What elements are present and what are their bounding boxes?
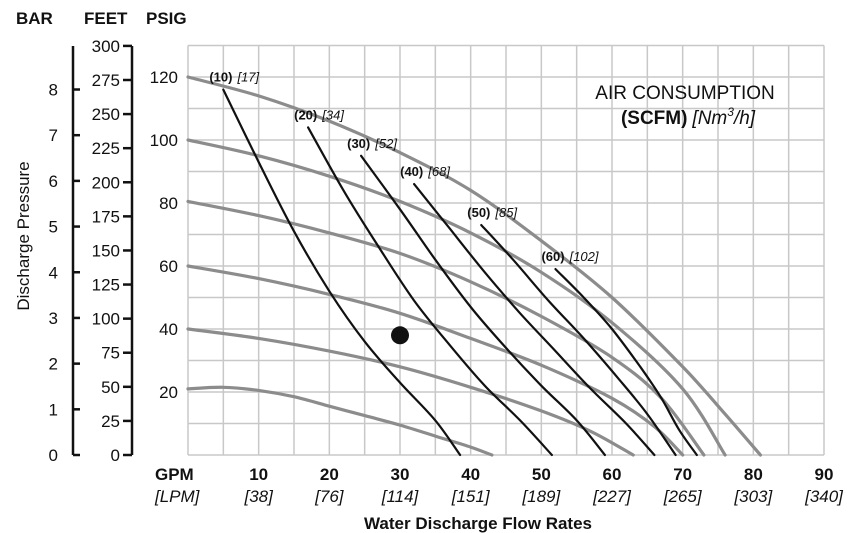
legend-superscript: 3 (727, 105, 734, 119)
air-label-scfm: (10) (209, 70, 232, 85)
y-axis-label: Discharge Pressure (14, 161, 33, 310)
air-consumption-legend: AIR CONSUMPTION (SCFM) [Nm3/h] (595, 83, 774, 129)
air-consumption-labels: (10) [17] (20) [34](30) [52](40) [68] (50) [85]… (209, 70, 599, 265)
psig-tick-label: 40 (159, 320, 178, 339)
air-label-scfm: (20) (294, 107, 317, 122)
y-scales: BAR FEET PSIG (16, 9, 187, 457)
x-tick-gpm: 70 (673, 465, 692, 484)
feet-tick-label: 75 (101, 344, 120, 363)
psig-scale-header: PSIG (146, 9, 187, 28)
feet-tick-label: 125 (92, 276, 120, 295)
feet-tick-label: 275 (92, 71, 120, 90)
air-curve-label-10: (10) [17] (209, 70, 259, 85)
air-curve-30 (360, 154, 606, 457)
psig-tick-label: 60 (159, 257, 178, 276)
air-curve-60 (554, 268, 698, 457)
feet-tick-label: 200 (92, 173, 120, 192)
x-tick-gpm: 40 (461, 465, 480, 484)
air-curve-label-20: (20) [34] (294, 107, 344, 122)
legend-title: AIR CONSUMPTION (595, 83, 774, 104)
bar-tick-label: 5 (49, 218, 58, 237)
air-label-metric: [68] (427, 164, 450, 179)
air-curve-label-60: (60) [102] (541, 249, 598, 264)
air-curve-label-50: (50) [85] (467, 205, 517, 220)
air-label-metric: [17] (236, 70, 259, 85)
psig-tick-label: 80 (159, 194, 178, 213)
x-unit-lpm: [LPM] (154, 487, 201, 506)
air-curve-label-30: (30) [52] (347, 136, 397, 151)
operating-point-marker (391, 326, 409, 345)
x-tick-lpm: [114] (381, 487, 420, 506)
feet-tick-label: 150 (92, 241, 120, 260)
x-tick-gpm: 90 (815, 465, 834, 484)
x-tick-gpm: 80 (744, 465, 763, 484)
air-curve-50 (480, 224, 677, 457)
feet-scale-header: FEET (84, 9, 128, 28)
air-label-metric: [52] (374, 136, 397, 151)
x-tick-lpm: [340] (804, 487, 844, 506)
feet-tick-label: 50 (101, 378, 120, 397)
air-label-metric: [85] (494, 205, 517, 220)
x-tick-gpm: 60 (603, 465, 622, 484)
x-tick-lpm: [151] (451, 487, 491, 506)
performance-curve-20 (186, 385, 494, 457)
bar-tick-label: 2 (49, 355, 58, 374)
air-label-scfm: (50) (467, 205, 490, 220)
air-label-scfm: (30) (347, 136, 370, 151)
x-tick-lpm: [76] (314, 487, 345, 506)
bar-tick-label: 4 (49, 263, 58, 282)
psig-tick-label: 120 (150, 68, 178, 87)
x-tick-lpm: [38] (243, 487, 274, 506)
bar-tick-label: 3 (49, 309, 58, 328)
air-consumption-curves (222, 88, 698, 457)
performance-curve-80 (186, 199, 706, 457)
performance-curve-60 (186, 264, 685, 457)
feet-tick-label: 250 (92, 105, 120, 124)
legend-nm: [Nm (691, 108, 727, 129)
air-label-scfm: (60) (541, 249, 564, 264)
feet-tick-label: 25 (101, 412, 120, 431)
air-label-scfm: (40) (400, 164, 423, 179)
x-tick-gpm: 20 (320, 465, 339, 484)
bar-tick-label: 0 (49, 446, 58, 465)
bar-tick-label: 1 (49, 400, 58, 419)
legend-scfm: (SCFM) (621, 108, 687, 129)
feet-tick-label: 0 (111, 446, 120, 465)
bar-scale-header: BAR (16, 9, 53, 28)
feet-tick-label: 300 (92, 37, 120, 56)
psig-tick-label: 100 (150, 131, 178, 150)
x-unit-gpm: GPM (155, 465, 194, 484)
x-tick-labels: GPM [LPM] 10 [38] 20 [76] 30 [114] 40 [151] 50 [1… (154, 465, 844, 506)
air-curve-10 (222, 88, 462, 457)
air-label-metric: [34] (321, 107, 344, 122)
x-tick-lpm: [303] (733, 487, 773, 506)
x-tick-gpm: 30 (391, 465, 410, 484)
air-label-metric: [102] (569, 249, 599, 264)
performance-curve-120 (186, 75, 762, 457)
x-tick-lpm: [189] (521, 487, 561, 506)
air-curve-label-40: (40) [68] (400, 164, 450, 179)
bar-tick-label: 8 (49, 81, 58, 100)
bar-tick-label: 6 (49, 172, 58, 191)
performance-curve-100 (186, 138, 727, 457)
x-tick-lpm: [227] (592, 487, 632, 506)
feet-tick-label: 225 (92, 139, 120, 158)
x-tick-lpm: [265] (663, 487, 703, 506)
feet-tick-label: 100 (92, 310, 120, 329)
air-curve-20 (307, 126, 553, 457)
x-tick-gpm: 50 (532, 465, 551, 484)
legend-units: (SCFM) [Nm3/h] (621, 105, 756, 129)
feet-tick-label: 175 (92, 207, 120, 226)
y-tick-labels: 0123456780255075100125150175200225250275… (49, 37, 178, 465)
x-axis-label: Water Discharge Flow Rates (364, 514, 592, 533)
legend-per-hour: /h] (732, 108, 756, 129)
bar-tick-label: 7 (49, 126, 58, 145)
x-tick-gpm: 10 (249, 465, 268, 484)
air-curve-40 (413, 183, 656, 457)
psig-tick-label: 20 (159, 383, 178, 402)
